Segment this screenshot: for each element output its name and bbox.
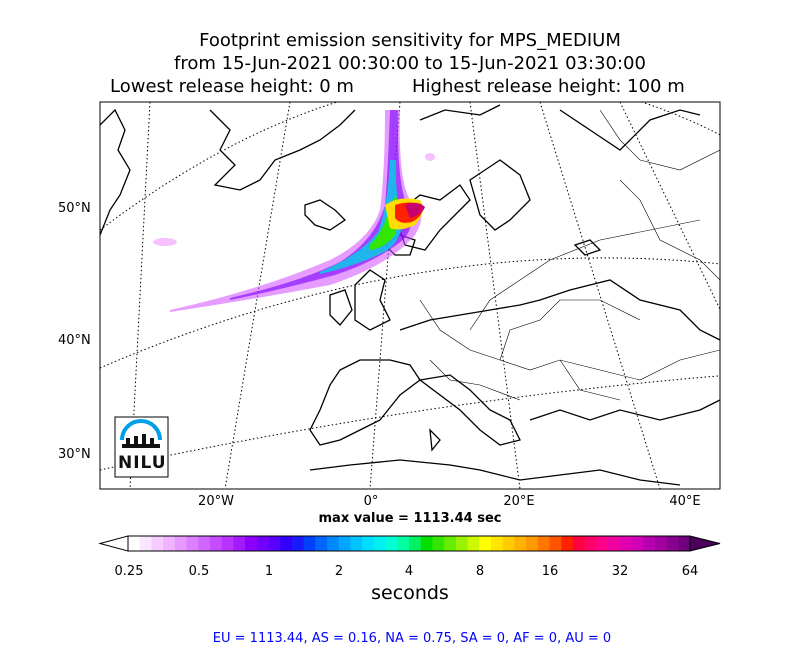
- graticule: [100, 102, 720, 489]
- colorbar-segment: [139, 536, 152, 551]
- colorbar-segment: [303, 536, 316, 551]
- title-line-1: Footprint emission sensitivity for MPS_M…: [199, 30, 621, 51]
- colorbar-segment: [631, 536, 644, 551]
- colorbar-segment: [268, 536, 281, 551]
- colorbar-segment: [444, 536, 457, 551]
- colorbar-segment: [198, 536, 211, 551]
- colorbar-segment: [291, 536, 305, 551]
- max-value: max value = 1113.44 sec: [318, 511, 502, 526]
- colorbar-tick: 8: [475, 564, 485, 579]
- colorbar-tick: 0.5: [188, 564, 210, 579]
- highest-release-height: Highest release height: 100 m: [412, 76, 685, 97]
- colorbar-segment: [397, 536, 410, 551]
- colorbar-segment: [537, 536, 550, 551]
- colorbar-segment: [338, 536, 351, 551]
- colorbar-segment: [608, 536, 621, 551]
- colorbar-segment: [233, 536, 246, 551]
- colorbar-segment: [479, 536, 492, 551]
- colorbar-segment: [221, 536, 234, 551]
- colorbar-segment: [514, 536, 527, 551]
- nilu-logo-text: NILU: [118, 453, 167, 473]
- colorbar-segment: [549, 536, 562, 551]
- colorbar-segment: [128, 536, 141, 551]
- lon-label-0: 0°: [363, 494, 379, 509]
- colorbar-segment: [596, 536, 609, 551]
- footprint-plume: [153, 110, 435, 312]
- colorbar-segment: [526, 536, 539, 551]
- colorbar-segment: [245, 536, 258, 551]
- colorbar-segment: [490, 536, 504, 551]
- colorbar-segment: [619, 536, 632, 551]
- colorbar-segment: [280, 536, 293, 551]
- lon-label-20e: 20°E: [503, 494, 535, 509]
- colorbar-tick: 2: [334, 564, 344, 579]
- colorbar: [98, 535, 721, 552]
- colorbar-label: seconds: [371, 582, 449, 604]
- colorbar-segment: [362, 536, 375, 551]
- colorbar-segment: [561, 536, 574, 551]
- colorbar-segment: [643, 536, 656, 551]
- colorbar-segment: [654, 536, 668, 551]
- colorbar-segment: [163, 536, 176, 551]
- colorbar-segment: [174, 536, 188, 551]
- lon-label-40e: 40°E: [669, 494, 701, 509]
- colorbar-tick: 1: [264, 564, 274, 579]
- country-borders: [419, 109, 720, 401]
- region-summary: EU = 1113.44, AS = 0.16, NA = 0.75, SA =…: [212, 631, 612, 646]
- colorbar-segment: [350, 536, 363, 551]
- colorbar-segment: [584, 536, 597, 551]
- map-frame: [99, 101, 721, 490]
- colorbar-border: [127, 535, 691, 552]
- colorbar-segment: [666, 536, 679, 551]
- lat-label-50: 50°N: [58, 201, 91, 216]
- colorbar-segment: [151, 536, 164, 551]
- colorbar-segment: [572, 536, 586, 551]
- colorbar-segment: [327, 536, 340, 551]
- lowest-release-height: Lowest release height: 0 m: [110, 76, 354, 97]
- colorbar-segment: [502, 536, 515, 551]
- colorbar-segment: [373, 536, 387, 551]
- colorbar-segment: [385, 536, 398, 551]
- colorbar-segment: [256, 536, 269, 551]
- nilu-logo: [114, 416, 169, 478]
- colorbar-segment: [315, 536, 328, 551]
- colorbar-segment: [432, 536, 445, 551]
- colorbar-segment: [678, 536, 691, 551]
- colorbar-tick: 16: [541, 564, 559, 579]
- colorbar-segment: [186, 536, 199, 551]
- colorbar-segment: [409, 536, 422, 551]
- colorbar-tick: 0.25: [114, 564, 144, 579]
- title-line-2: from 15-Jun-2021 00:30:00 to 15-Jun-2021…: [174, 53, 646, 74]
- lon-label-20w: 20°W: [198, 494, 234, 509]
- colorbar-extend-high: [689, 535, 721, 552]
- lat-label-40: 40°N: [58, 333, 91, 348]
- lat-label-30: 30°N: [58, 447, 91, 462]
- colorbar-tick: 4: [404, 564, 414, 579]
- colorbar-tick: 64: [681, 564, 699, 579]
- colorbar-segment: [455, 536, 469, 551]
- colorbar-segment: [467, 536, 480, 551]
- colorbar-segment: [420, 536, 433, 551]
- colorbar-extend-low: [98, 535, 129, 552]
- colorbar-segment: [209, 536, 223, 551]
- colorbar-tick: 32: [611, 564, 629, 579]
- coastlines: [100, 104, 720, 486]
